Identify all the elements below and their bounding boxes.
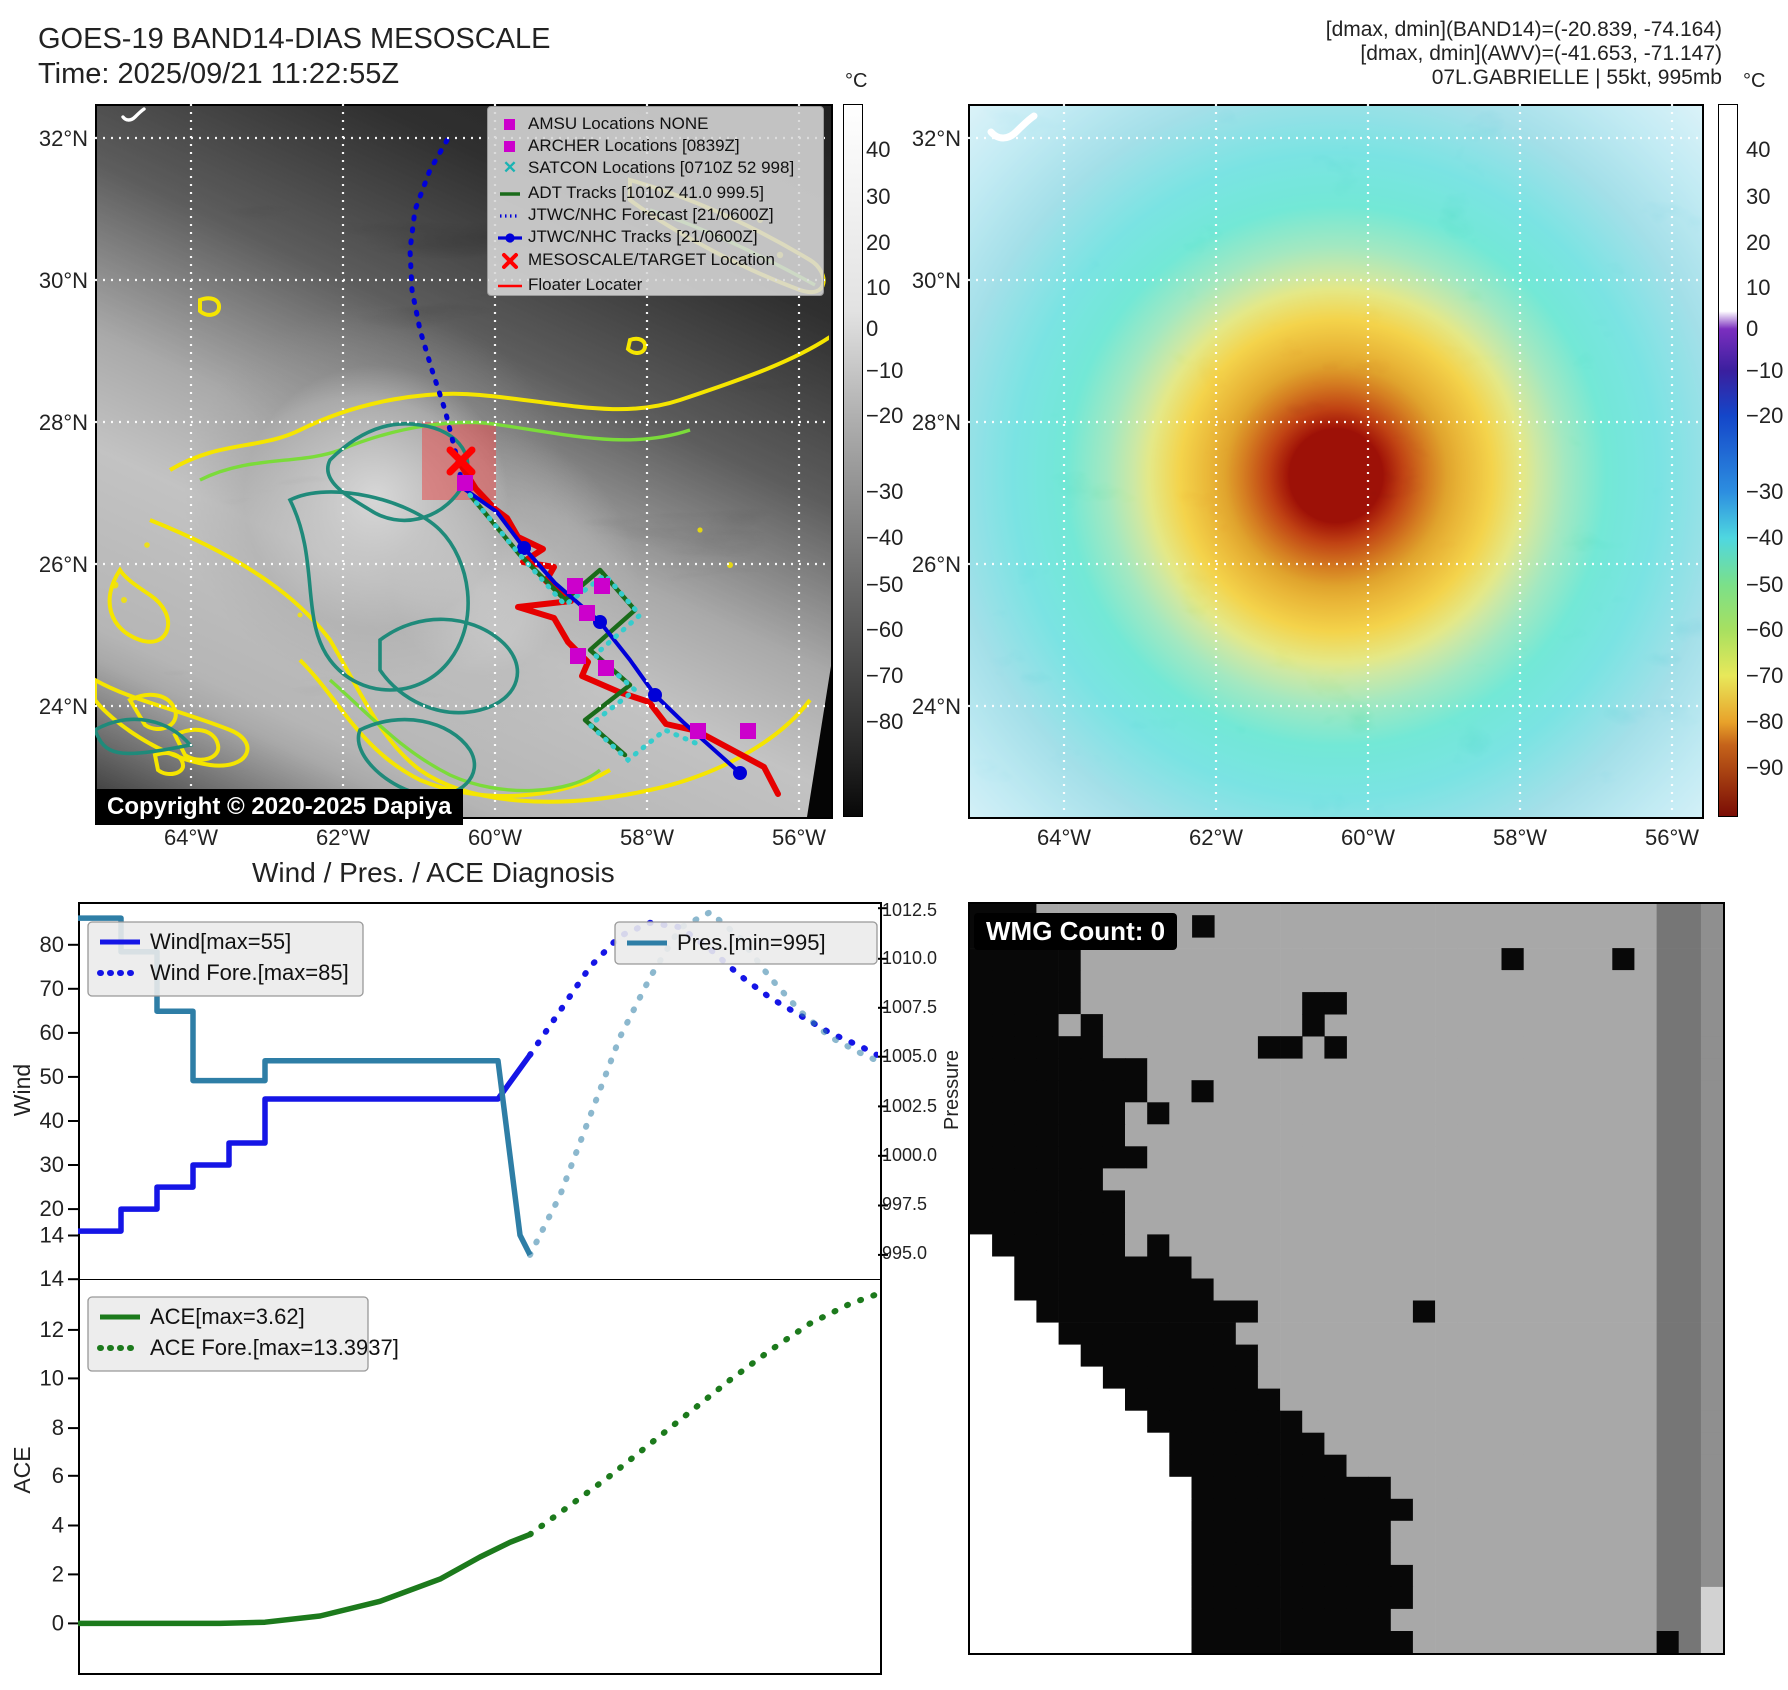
svg-text:58°W: 58°W (1493, 825, 1547, 850)
svg-text:32°N: 32°N (39, 126, 88, 151)
svg-text:28°N: 28°N (912, 410, 961, 435)
svg-text:Pressure: Pressure (941, 1050, 963, 1130)
svg-text:0: 0 (1746, 316, 1758, 341)
svg-text:8: 8 (52, 1415, 64, 1440)
svg-text:Pres.[min=995]: Pres.[min=995] (677, 930, 826, 955)
svg-text:10: 10 (40, 1365, 64, 1390)
svg-text:20: 20 (1746, 230, 1770, 255)
svg-text:40: 40 (1746, 137, 1770, 162)
svg-text:14: 14 (40, 1223, 64, 1248)
svg-text:80: 80 (40, 932, 64, 957)
svg-text:SATCON Locations [0710Z 52 998: SATCON Locations [0710Z 52 998] (528, 158, 794, 177)
svg-text:1007.5: 1007.5 (882, 997, 937, 1017)
svg-text:30°N: 30°N (912, 268, 961, 293)
svg-text:50: 50 (40, 1064, 64, 1089)
svg-text:ACE: ACE (9, 1446, 35, 1493)
svg-text:1005.0: 1005.0 (882, 1046, 937, 1066)
svg-text:40: 40 (40, 1108, 64, 1133)
svg-text:60°W: 60°W (1341, 825, 1395, 850)
svg-text:−60: −60 (1746, 617, 1783, 642)
svg-text:58°W: 58°W (620, 825, 674, 850)
svg-text:−50: −50 (1746, 572, 1783, 597)
svg-text:56°W: 56°W (1645, 825, 1699, 850)
svg-text:24°N: 24°N (39, 694, 88, 719)
svg-text:2: 2 (52, 1561, 64, 1586)
svg-text:64°W: 64°W (1037, 825, 1091, 850)
svg-text:14: 14 (40, 1266, 64, 1291)
svg-text:ACE Fore.[max=13.3937]: ACE Fore.[max=13.3937] (150, 1335, 399, 1360)
svg-text:ACE[max=3.62]: ACE[max=3.62] (150, 1304, 305, 1329)
svg-text:Floater Locater: Floater Locater (528, 275, 643, 294)
svg-text:−10: −10 (1746, 358, 1783, 383)
svg-text:62°W: 62°W (316, 825, 370, 850)
svg-text:60: 60 (40, 1020, 64, 1045)
svg-text:AMSU Locations NONE: AMSU Locations NONE (528, 114, 708, 133)
svg-text:64°W: 64°W (164, 825, 218, 850)
svg-text:997.5: 997.5 (882, 1194, 927, 1214)
svg-text:−30: −30 (1746, 479, 1783, 504)
svg-text:0: 0 (52, 1610, 64, 1635)
svg-text:62°W: 62°W (1189, 825, 1243, 850)
svg-text:20: 20 (40, 1196, 64, 1221)
svg-text:12: 12 (40, 1317, 64, 1342)
svg-text:−40: −40 (1746, 525, 1783, 550)
svg-text:24°N: 24°N (912, 694, 961, 719)
svg-text:Wind: Wind (9, 1064, 35, 1116)
svg-text:Wind Fore.[max=85]: Wind Fore.[max=85] (150, 960, 349, 985)
svg-text:ARCHER Locations [0839Z]: ARCHER Locations [0839Z] (528, 136, 740, 155)
svg-text:56°W: 56°W (772, 825, 826, 850)
svg-text:JTWC/NHC Forecast [21/0600Z]: JTWC/NHC Forecast [21/0600Z] (528, 205, 774, 224)
svg-text:10: 10 (1746, 275, 1770, 300)
svg-text:28°N: 28°N (39, 410, 88, 435)
svg-text:60°W: 60°W (468, 825, 522, 850)
svg-text:1002.5: 1002.5 (882, 1096, 937, 1116)
svg-text:30: 30 (1746, 184, 1770, 209)
svg-text:26°N: 26°N (912, 552, 961, 577)
svg-text:995.0: 995.0 (882, 1243, 927, 1263)
svg-text:32°N: 32°N (912, 126, 961, 151)
svg-text:4: 4 (52, 1513, 64, 1538)
svg-text:−70: −70 (1746, 663, 1783, 688)
svg-text:30: 30 (40, 1152, 64, 1177)
svg-text:✕: ✕ (503, 158, 517, 177)
svg-text:MESOSCALE/TARGET Location: MESOSCALE/TARGET Location (528, 250, 775, 269)
svg-text:30°N: 30°N (39, 268, 88, 293)
svg-text:−20: −20 (1746, 403, 1783, 428)
svg-text:JTWC/NHC Tracks [21/0600Z]: JTWC/NHC Tracks [21/0600Z] (528, 227, 758, 246)
svg-text:ADT Tracks [1010Z 41.0 999.5]: ADT Tracks [1010Z 41.0 999.5] (528, 183, 764, 202)
svg-text:1012.5: 1012.5 (882, 900, 937, 920)
svg-text:Wind[max=55]: Wind[max=55] (150, 929, 291, 954)
svg-text:70: 70 (40, 976, 64, 1001)
svg-text:1000.0: 1000.0 (882, 1145, 937, 1165)
svg-text:−90: −90 (1746, 755, 1783, 780)
svg-text:−80: −80 (1746, 709, 1783, 734)
svg-text:6: 6 (52, 1463, 64, 1488)
svg-text:26°N: 26°N (39, 552, 88, 577)
svg-text:1010.0: 1010.0 (882, 948, 937, 968)
